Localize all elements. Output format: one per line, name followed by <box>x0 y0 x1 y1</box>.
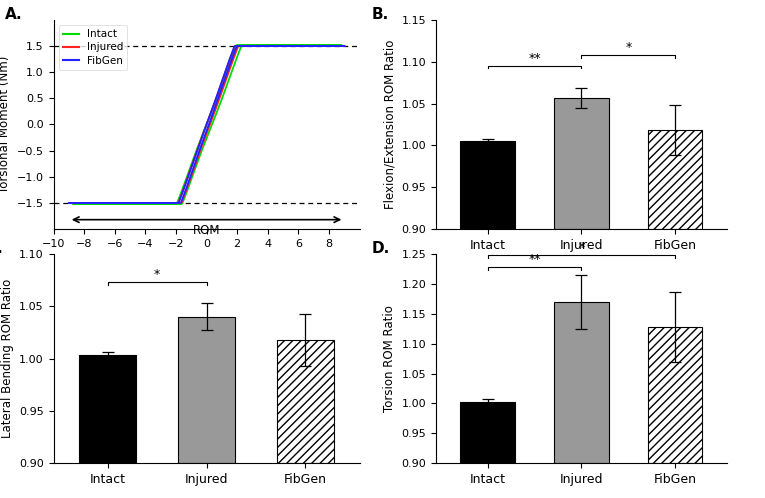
Text: ROM: ROM <box>193 224 220 237</box>
Y-axis label: Lateral Bending ROM Ratio: Lateral Bending ROM Ratio <box>1 279 14 438</box>
Bar <box>648 327 702 463</box>
Text: C.: C. <box>0 242 3 256</box>
Bar <box>80 356 136 463</box>
Bar <box>461 141 515 229</box>
Legend: Intact, Injured, FibGen: Intact, Injured, FibGen <box>59 25 128 70</box>
Y-axis label: Flexion/Extension ROM Ratio: Flexion/Extension ROM Ratio <box>383 40 396 209</box>
Text: D.: D. <box>372 242 390 256</box>
Text: *: * <box>625 41 631 54</box>
Bar <box>554 98 609 229</box>
Bar <box>648 130 702 229</box>
Bar <box>178 317 235 463</box>
Text: *: * <box>578 242 584 254</box>
Text: **: ** <box>529 253 541 266</box>
Y-axis label: Torsion ROM Ratio: Torsion ROM Ratio <box>383 305 396 412</box>
Text: A.: A. <box>5 7 22 22</box>
Text: B.: B. <box>372 7 389 22</box>
Text: *: * <box>154 268 161 281</box>
Bar <box>277 340 334 463</box>
Bar <box>461 401 515 463</box>
Bar <box>554 302 609 463</box>
Y-axis label: Torsional Moment (Nm): Torsional Moment (Nm) <box>0 56 11 193</box>
X-axis label: Angle (°): Angle (°) <box>176 254 237 268</box>
Text: **: ** <box>529 52 541 65</box>
